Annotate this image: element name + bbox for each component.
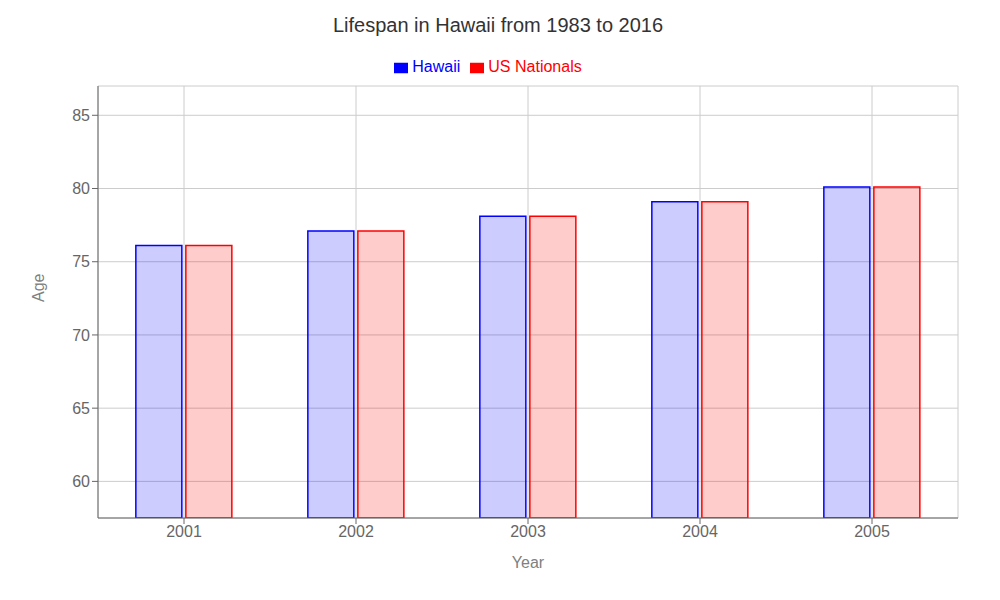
html-text:US Nationals: US Nationals bbox=[488, 58, 582, 75]
svg-text:70: 70 bbox=[72, 327, 90, 344]
svg-text:60: 60 bbox=[72, 473, 90, 490]
svg-text:2003: 2003 bbox=[510, 523, 546, 540]
html-text:Hawaii: Hawaii bbox=[412, 58, 461, 75]
svg-text:65: 65 bbox=[72, 400, 90, 417]
svg-text:2004: 2004 bbox=[682, 523, 718, 540]
svg-text:Year: Year bbox=[512, 554, 545, 571]
svg-text:Age: Age bbox=[30, 273, 47, 302]
svg-text:75: 75 bbox=[72, 253, 90, 270]
svg-text:2001: 2001 bbox=[166, 523, 202, 540]
html-text:Lifespan in Hawaii from 1983 t: Lifespan in Hawaii from 1983 to 2016 bbox=[332, 14, 664, 36]
svg-text:80: 80 bbox=[72, 180, 90, 197]
svg-text:2002: 2002 bbox=[338, 523, 374, 540]
svg-text:85: 85 bbox=[72, 107, 90, 124]
svg-text:2005: 2005 bbox=[854, 523, 890, 540]
